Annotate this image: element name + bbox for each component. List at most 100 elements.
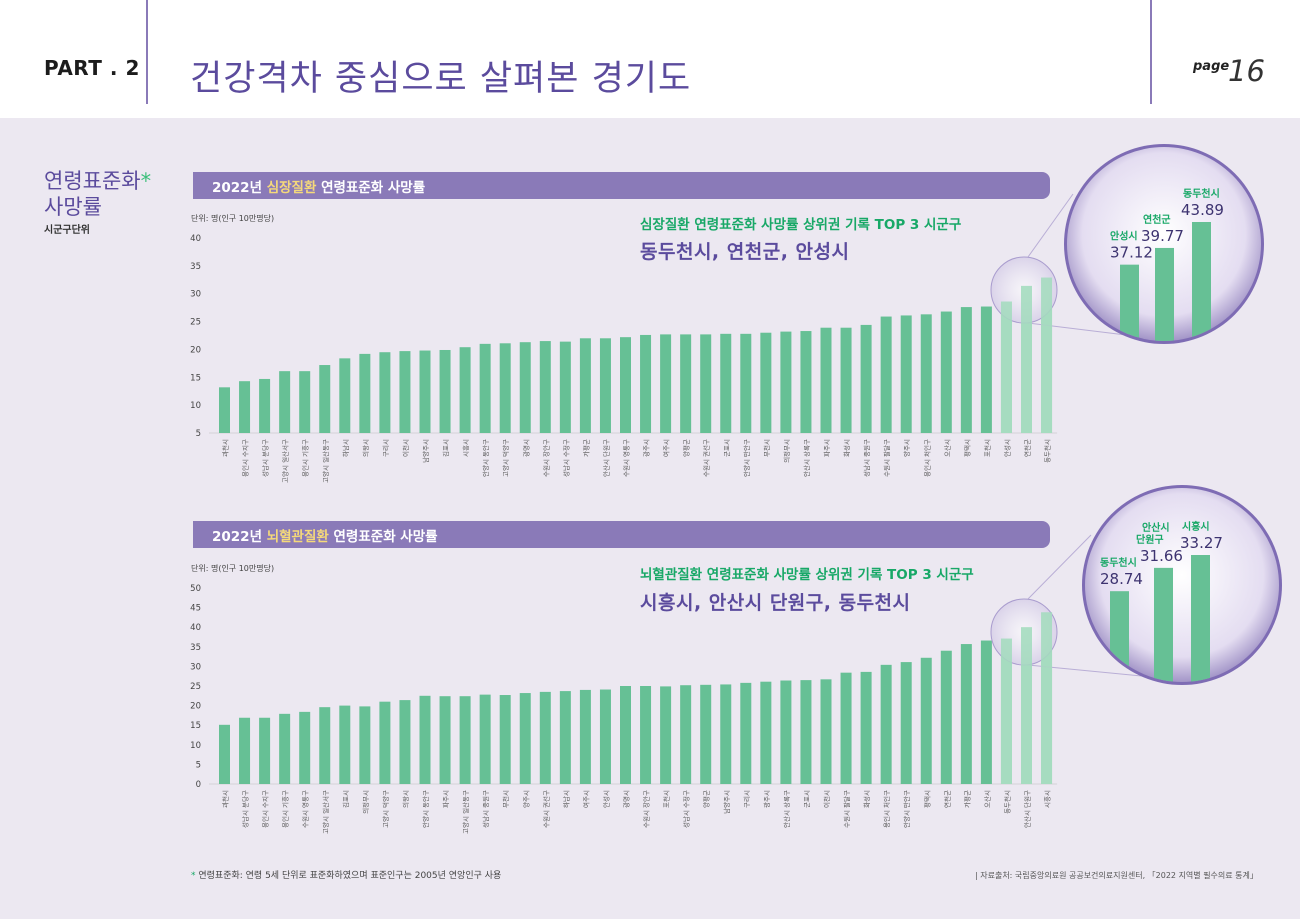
- section-title: 연령표준화* 사망률: [44, 168, 151, 220]
- chart1-bar: [419, 350, 431, 433]
- chart2-category-label: 고양시 일산서구: [321, 790, 330, 834]
- chart2-bar: [299, 711, 311, 784]
- chart2-category-label: 구리시: [742, 790, 751, 808]
- chart2-zoom-label: 동두천시: [1100, 556, 1137, 569]
- chart2-zoom-connector: [1027, 534, 1092, 600]
- chart2-ytick: 15: [190, 721, 201, 731]
- chart2-category-label: 안양시 동안구: [421, 790, 430, 828]
- chart1-bar: [499, 343, 511, 433]
- chart2-bar: [900, 662, 912, 784]
- chart2-bar: [860, 671, 872, 784]
- chart2-category-label: 수원시 영통구: [301, 790, 310, 828]
- footnote: * 연령표준화: 연령 5세 단위로 표준화하였으며 표준인구는 2005년 연…: [191, 871, 502, 881]
- chart2-ytick: 0: [196, 780, 201, 790]
- chart2-bar: [339, 705, 351, 784]
- chart2-bar: [660, 686, 672, 784]
- part-label: PART . 2: [44, 56, 140, 80]
- chart2-category-label: 오산시: [982, 790, 991, 808]
- chart2-category-label: 안양시 만안구: [902, 790, 911, 828]
- chart2-category-label: 용인시 처인구: [882, 790, 891, 828]
- chart2-zoom-value: 28.74: [1100, 570, 1143, 588]
- chart1-ytick: 40: [190, 234, 201, 244]
- chart2-category-label: 의정부시: [361, 790, 370, 814]
- page-title: 건강격차 중심으로 살펴본 경기도: [190, 59, 692, 99]
- chart2-category-label: 광명시: [622, 790, 631, 808]
- chart2-bar: [579, 689, 591, 784]
- chart1-ytick: 35: [190, 262, 201, 272]
- chart1-bar: [780, 331, 792, 433]
- chart1-bar: [880, 316, 892, 433]
- chart1-bar: [680, 334, 692, 433]
- chart1-headline: 심장질환 연령표준화 사망률 상위권 기록 TOP 3 시군구: [640, 217, 962, 233]
- chart2-zoom-circle: [1085, 488, 1279, 682]
- chart1-category-label: 포천시: [982, 439, 991, 457]
- chart2-bar: [219, 724, 230, 784]
- chart2-bar: [499, 695, 511, 784]
- chart2-bar: [820, 679, 832, 784]
- chart1-bar: [259, 378, 271, 433]
- chart2-bar: [720, 684, 732, 784]
- chart1-bar-highlight: [1041, 277, 1053, 433]
- chart2-zoom-bar: [1191, 555, 1210, 682]
- chart1-bar: [660, 334, 672, 433]
- chart1-category-label: 가평군: [581, 439, 590, 457]
- chart2-bar: [439, 696, 451, 784]
- chart2-category-label: 고양시 덕양구: [381, 790, 390, 828]
- chart1-bar: [319, 365, 331, 433]
- chart1-bar: [980, 306, 992, 433]
- chart1-category-label: 고양시 일산서구: [281, 439, 290, 483]
- chart2-category-label: 하남시: [561, 790, 570, 808]
- chart2-bar: [259, 717, 271, 784]
- chart1-ytick: 10: [190, 401, 201, 411]
- chart1-bar: [920, 314, 932, 433]
- chart2-bar: [880, 664, 892, 784]
- chart2-ytick: 5: [196, 760, 201, 770]
- chart2-ytick: 40: [190, 623, 201, 633]
- chart1-category-label: 성남시 분당구: [261, 439, 270, 477]
- section-title-line2: 사망률: [44, 195, 102, 219]
- chart1-category-label: 안양시 동안구: [481, 439, 490, 477]
- chart1-zoom-bars: [1120, 222, 1211, 341]
- chart1-category-label: 안성시: [1002, 439, 1011, 457]
- chart1-category-label: 용인시 수지구: [241, 439, 250, 477]
- chart2-bar: [399, 700, 411, 784]
- chart2-category-label: 이천시: [822, 790, 831, 808]
- chart2-bar: [519, 693, 531, 784]
- chart2-category-label: 화성시: [862, 790, 871, 808]
- chart1-category-label: 안산시 단원구: [601, 439, 610, 477]
- chart1-category-label: 시흥시: [461, 439, 470, 457]
- chart1-category-label: 수원시 권선구: [702, 439, 711, 477]
- chart1-bar: [379, 352, 391, 433]
- chart2-bar: [940, 650, 952, 784]
- chart1-zoom-value: 39.77: [1141, 227, 1184, 245]
- chart1-zoom-bar: [1120, 264, 1139, 341]
- chart2-category-label: 용인시 수지구: [261, 790, 270, 828]
- chart1-category-label: 수원시 장안구: [541, 439, 550, 477]
- chart2-zoom-label: 시흥시: [1182, 520, 1210, 533]
- chart1-category-label: 양주시: [903, 439, 911, 457]
- chart2-subline: 시흥시, 안산시 단원구, 동두천시: [640, 592, 911, 614]
- chart1-zoom-label: 연천군: [1143, 213, 1171, 226]
- chart1-ytick: 20: [190, 345, 201, 355]
- chart2-ytick: 10: [190, 741, 201, 751]
- chart1-bar: [740, 333, 752, 433]
- chart2-bar: [800, 680, 812, 784]
- chart1-category-label: 용인시 처인구: [922, 439, 931, 477]
- chart2-bar-highlight: [1021, 627, 1032, 784]
- chart2-bar: [559, 691, 571, 784]
- chart2-category-label: 부천시: [501, 790, 510, 808]
- chart2-bar: [840, 672, 852, 784]
- chart1-zoom-connector: [1027, 193, 1074, 258]
- chart2-bar: [760, 681, 772, 784]
- chart1-category-label: 광명시: [521, 439, 530, 457]
- source-note: | 자료출처: 국립중앙의료원 공공보건의료지원센터, 「2022 지역별 필수…: [975, 871, 1258, 880]
- chart1-category-label: 용인시 기흥구: [301, 439, 310, 477]
- chart2-category-label: 수원시 팔달구: [842, 790, 851, 828]
- chart1-bar: [439, 349, 451, 433]
- chart1-category-label: 평택시: [962, 439, 971, 457]
- chart1-category-label: 양평군: [682, 439, 691, 457]
- chart1-category-label: 하남시: [341, 439, 350, 457]
- chart1-category-label: 이천시: [401, 439, 410, 457]
- chart2-headline: 뇌혈관질환 연령표준화 사망률 상위권 기록 TOP 3 시군구: [640, 567, 974, 583]
